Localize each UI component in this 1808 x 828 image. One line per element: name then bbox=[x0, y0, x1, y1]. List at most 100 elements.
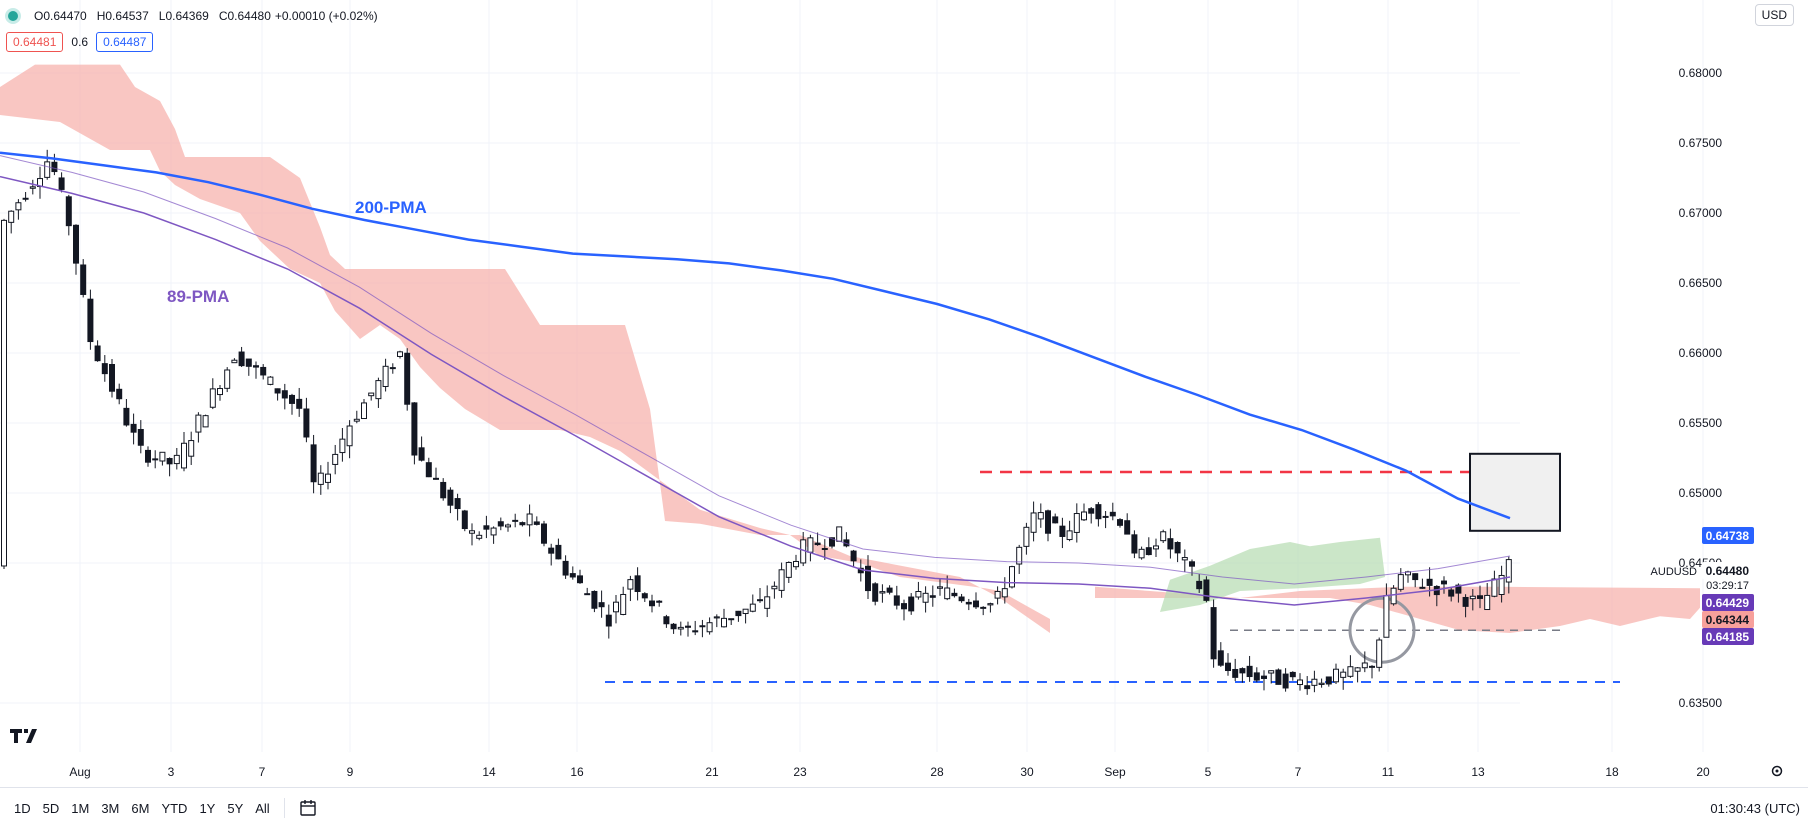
candle bbox=[555, 538, 562, 560]
candle-body bbox=[958, 596, 965, 602]
ask-button[interactable]: 0.64487 bbox=[96, 32, 154, 52]
candle bbox=[1138, 546, 1145, 560]
candle-body bbox=[1297, 679, 1303, 686]
range-1y-button[interactable]: 1Y bbox=[199, 800, 216, 816]
candle bbox=[1, 218, 7, 570]
candle bbox=[1268, 670, 1275, 684]
candle bbox=[483, 515, 490, 539]
ichimoku-cloud bbox=[0, 64, 1700, 634]
candle bbox=[1347, 655, 1354, 678]
candle-body bbox=[901, 603, 907, 610]
settings-gear-icon[interactable] bbox=[1770, 764, 1784, 781]
candle-body bbox=[209, 388, 216, 408]
candle-body bbox=[771, 585, 778, 590]
candle bbox=[281, 383, 288, 410]
candle-body bbox=[872, 583, 879, 602]
range-all-button[interactable]: All bbox=[255, 800, 270, 816]
x-tick-label: 14 bbox=[482, 765, 496, 779]
candle bbox=[699, 619, 706, 638]
range-1m-button[interactable]: 1M bbox=[71, 800, 90, 816]
candle-body bbox=[821, 548, 828, 551]
candle-body bbox=[598, 602, 605, 608]
candle-body bbox=[418, 447, 425, 461]
candle bbox=[87, 289, 94, 350]
candle-body bbox=[1304, 685, 1311, 690]
candle bbox=[433, 467, 439, 480]
ohlc-legend: O0.64470 H0.64537 L0.64369 C0.64480 +0.0… bbox=[8, 6, 378, 26]
range-3m-button[interactable]: 3M bbox=[101, 800, 120, 816]
y-tick-label: 0.65500 bbox=[1679, 416, 1723, 430]
currency-selector[interactable]: USD bbox=[1754, 4, 1794, 26]
candle-body bbox=[1217, 650, 1224, 666]
x-tick-label: 9 bbox=[347, 765, 354, 779]
candle-body bbox=[1412, 573, 1419, 581]
candle-body bbox=[699, 625, 706, 628]
y-tick-label: 0.68000 bbox=[1679, 66, 1723, 80]
candle bbox=[425, 457, 432, 478]
candle bbox=[749, 594, 756, 613]
candle bbox=[829, 537, 835, 549]
candle bbox=[476, 531, 483, 541]
range-6m-button[interactable]: 6M bbox=[131, 800, 150, 816]
candle-body bbox=[1361, 662, 1368, 669]
candle-body bbox=[965, 601, 972, 605]
high-value: H0.64537 bbox=[96, 9, 149, 23]
candle-body bbox=[217, 388, 223, 396]
candle bbox=[389, 363, 396, 374]
candle-body bbox=[325, 473, 331, 483]
candle bbox=[130, 413, 137, 445]
candle-body bbox=[613, 601, 619, 613]
candle-body bbox=[1181, 557, 1188, 561]
candle bbox=[137, 420, 144, 454]
candle bbox=[757, 587, 763, 603]
range-5d-button[interactable]: 5D bbox=[42, 800, 60, 816]
candle-body bbox=[73, 224, 79, 264]
candle-body bbox=[1455, 584, 1462, 594]
candle bbox=[879, 584, 886, 603]
candle bbox=[533, 516, 540, 526]
candle-body bbox=[706, 622, 713, 633]
price-label: 0.64738 bbox=[1706, 529, 1750, 543]
tradingview-logo-icon[interactable] bbox=[10, 727, 44, 748]
candle-body bbox=[814, 542, 821, 546]
bottom-toolbar: 1D 5D 1M 3M 6M YTD 1Y 5Y All 01:30:43 (U… bbox=[0, 787, 1808, 828]
candle bbox=[267, 376, 274, 386]
candle bbox=[937, 578, 943, 596]
candle bbox=[685, 621, 691, 637]
candle bbox=[1203, 576, 1210, 603]
candle-body bbox=[361, 402, 367, 420]
candle-body bbox=[1289, 671, 1296, 678]
candle-body bbox=[533, 521, 540, 525]
candle bbox=[1376, 637, 1383, 672]
range-1d-button[interactable]: 1D bbox=[14, 800, 31, 816]
candle-body bbox=[1073, 513, 1080, 533]
date-range-calendar-icon[interactable] bbox=[299, 799, 319, 817]
candle bbox=[1167, 528, 1174, 559]
candle-body bbox=[807, 537, 814, 553]
candle-body bbox=[447, 489, 454, 506]
utc-clock[interactable]: 01:30:43 (UTC) bbox=[1710, 800, 1800, 816]
candle bbox=[778, 562, 785, 598]
candle bbox=[562, 555, 569, 579]
bid-button[interactable]: 0.64481 bbox=[6, 32, 64, 52]
x-tick-label: 20 bbox=[1696, 765, 1710, 779]
candle-body bbox=[1340, 671, 1347, 678]
candle bbox=[541, 520, 547, 547]
price-chart[interactable]: 200-PMA 89-PMA 0.68000 0.67500 0.67000 0.665… bbox=[0, 0, 1808, 787]
range-5y-button[interactable]: 5Y bbox=[227, 800, 244, 816]
candle bbox=[908, 593, 915, 615]
candle-body bbox=[188, 440, 195, 457]
candle bbox=[886, 585, 893, 595]
candle-body bbox=[1059, 525, 1066, 537]
candle-body bbox=[51, 161, 58, 173]
candle bbox=[195, 412, 202, 443]
candle-body bbox=[1477, 595, 1483, 599]
candle-body bbox=[202, 415, 209, 428]
candle-body bbox=[1354, 667, 1361, 672]
candle bbox=[821, 539, 828, 560]
range-ytd-button[interactable]: YTD bbox=[161, 800, 188, 816]
candle bbox=[332, 444, 339, 475]
candle-body bbox=[541, 523, 547, 544]
candle bbox=[591, 590, 598, 613]
candle-body bbox=[721, 617, 727, 628]
